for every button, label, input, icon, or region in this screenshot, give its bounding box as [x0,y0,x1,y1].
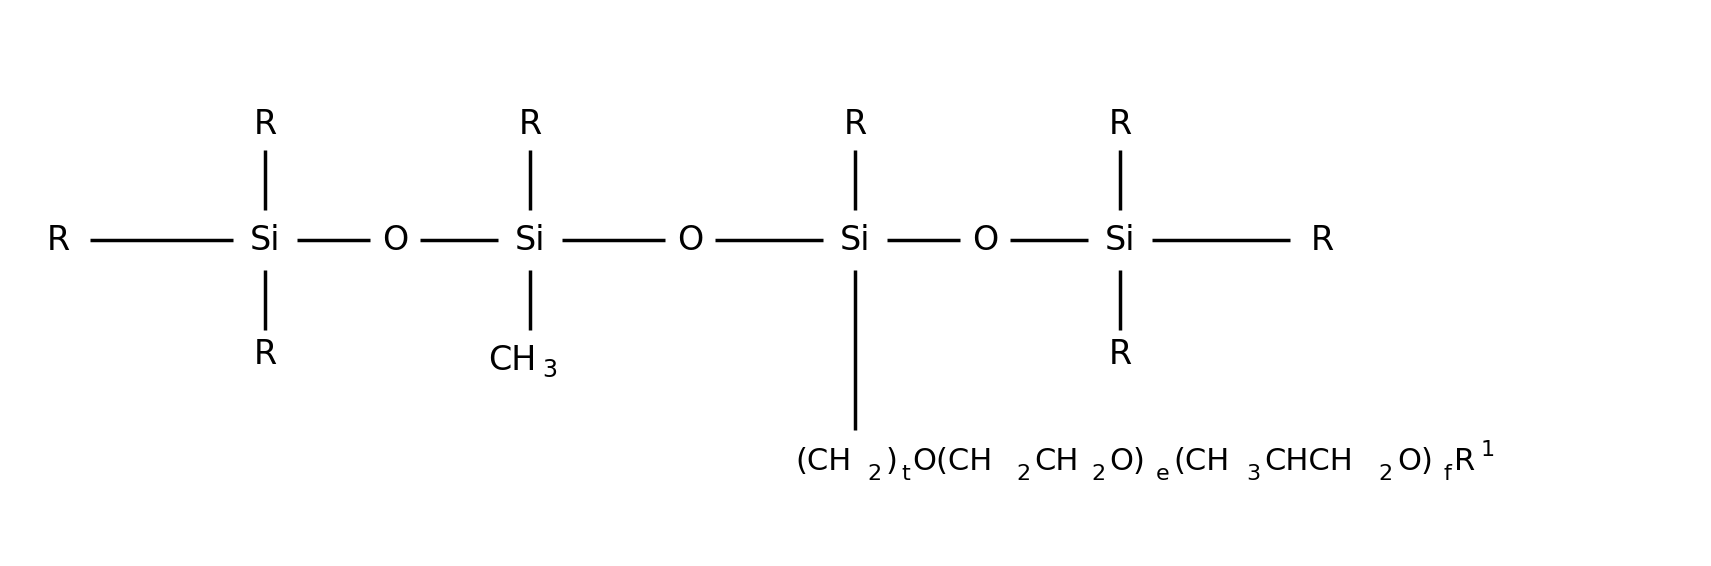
Text: t: t [902,464,910,484]
Text: O: O [382,224,409,256]
Text: f: f [1444,464,1451,484]
Text: (CH: (CH [796,447,852,476]
Text: O): O) [1398,447,1434,476]
Text: R: R [1109,109,1131,142]
Text: Si: Si [1105,224,1136,256]
Text: R: R [46,224,70,256]
Text: R: R [253,338,277,371]
Text: O: O [678,224,703,256]
Text: R: R [1454,447,1475,476]
Text: Si: Si [250,224,281,256]
Text: CHCH: CHCH [1264,447,1353,476]
Text: Si: Si [840,224,871,256]
Text: 3: 3 [542,358,558,382]
Text: (CH: (CH [1174,447,1230,476]
Text: 2: 2 [1092,464,1105,484]
Text: Si: Si [515,224,546,256]
Text: R: R [1109,338,1131,371]
Text: CH: CH [488,344,536,376]
Text: 2: 2 [867,464,881,484]
Text: R: R [518,109,542,142]
Text: R: R [253,109,277,142]
Text: CH: CH [1033,447,1078,476]
Text: 3: 3 [1246,464,1261,484]
Text: O: O [972,224,998,256]
Text: e: e [1157,464,1170,484]
Text: R: R [1311,224,1333,256]
Text: 2: 2 [1379,464,1393,484]
Text: 1: 1 [1482,440,1495,460]
Text: O(CH: O(CH [912,447,992,476]
Text: ): ) [886,447,898,476]
Text: R: R [844,109,867,142]
Text: O): O) [1110,447,1146,476]
Text: 2: 2 [1016,464,1030,484]
